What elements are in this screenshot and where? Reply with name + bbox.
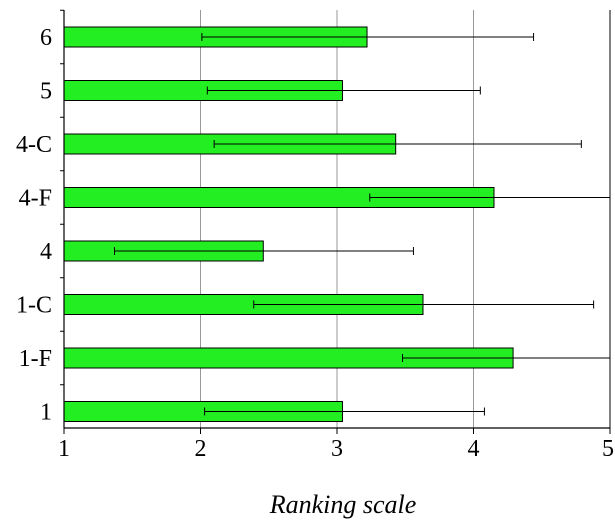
category-label-1-F: 1-F	[19, 346, 52, 372]
bars	[64, 27, 513, 422]
category-label-5: 5	[40, 79, 52, 105]
category-label-6: 6	[40, 25, 52, 51]
category-label-4-F: 4-F	[19, 186, 52, 212]
x-tick-labels: 1 2 3 4 5	[58, 436, 614, 462]
x-tick-label-4: 4	[468, 436, 480, 462]
x-tick-label-1: 1	[58, 436, 70, 462]
category-label-4-C: 4-C	[16, 132, 52, 158]
category-label-4: 4	[40, 239, 52, 265]
x-axis-title: Ranking scale	[269, 490, 417, 519]
x-tick-label-5: 5	[602, 436, 614, 462]
x-tick-label-3: 3	[331, 436, 343, 462]
x-tick-label-2: 2	[195, 436, 207, 462]
category-label-1-C: 1-C	[16, 293, 52, 319]
category-labels: 6 5 4-C 4-F 4 1-C 1-F 1	[16, 25, 52, 426]
axes	[60, 10, 610, 434]
category-label-1: 1	[40, 400, 52, 426]
